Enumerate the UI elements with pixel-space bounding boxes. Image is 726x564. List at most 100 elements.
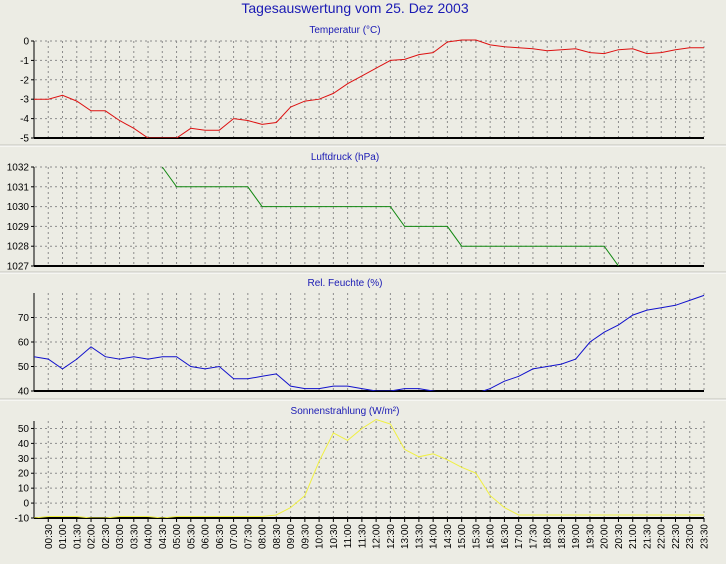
data-point [119, 516, 120, 517]
data-point [176, 186, 177, 187]
data-point [162, 356, 163, 357]
data-point [589, 514, 590, 515]
data-point [632, 315, 633, 316]
data-point [33, 356, 34, 357]
x-tick-label: 18:30 [557, 524, 568, 549]
data-point [90, 346, 91, 347]
data-point [604, 514, 605, 515]
data-point [475, 40, 476, 41]
x-tick-label: 02:00 [87, 524, 98, 549]
data-point [90, 110, 91, 111]
data-point [48, 359, 49, 360]
x-tick-label: 13:00 [400, 524, 411, 549]
chart-panels: Temperatur (°C) 0 -1 -2 -3 -4 -5 Luftdruck (hPa… [0, 25, 726, 525]
data-point [219, 186, 220, 187]
data-point [176, 516, 177, 517]
data-point [461, 390, 462, 391]
data-point [475, 246, 476, 247]
chart-title: Sonnenstrahlung (W/m²) [291, 406, 400, 417]
data-point [675, 49, 676, 50]
data-point [119, 120, 120, 121]
data-point [575, 359, 576, 360]
x-tick-label: 01:30 [72, 524, 83, 549]
data-point [604, 332, 605, 333]
x-tick-label: 03:30 [129, 524, 140, 549]
x-tick-label: 19:30 [586, 524, 597, 549]
y-tick-label: 1029 [7, 222, 30, 233]
data-point [404, 449, 405, 450]
data-point [319, 461, 320, 462]
y-tick-label: 50 [18, 424, 30, 435]
chart-panel: Sonnenstrahlung (W/m²) 50 40 30 20 10 0 -10 [15, 406, 705, 525]
data-point [689, 300, 690, 301]
data-point [304, 101, 305, 102]
data-point [147, 516, 148, 517]
data-point [504, 507, 505, 508]
x-tick-label: 02:30 [101, 524, 112, 549]
x-tick-label: 03:00 [115, 524, 126, 549]
y-tick-label: 50 [18, 362, 30, 373]
data-point [390, 423, 391, 424]
data-point [290, 507, 291, 508]
data-point [319, 99, 320, 100]
chart-title: Temperatur (°C) [309, 25, 380, 36]
x-tick-label: 01:00 [58, 524, 69, 549]
y-tick-label: -3 [20, 95, 29, 106]
data-point [133, 356, 134, 357]
data-point [361, 428, 362, 429]
data-point [219, 130, 220, 131]
x-tick-label: 09:00 [286, 524, 297, 549]
data-point [447, 459, 448, 460]
data-point [147, 137, 148, 138]
x-tick-label: 22:00 [657, 524, 668, 549]
chart-panel: Rel. Feuchte (%) 70 60 50 40 [18, 278, 705, 398]
data-point [347, 83, 348, 84]
data-point [190, 516, 191, 517]
data-point [262, 376, 263, 377]
data-point [646, 310, 647, 311]
data-point [618, 265, 619, 266]
data-point [604, 246, 605, 247]
data-point [133, 516, 134, 517]
x-tick-label: 06:30 [215, 524, 226, 549]
data-point [433, 226, 434, 227]
y-tick-label: 70 [18, 313, 30, 324]
x-tick-label: 13:30 [414, 524, 425, 549]
data-point [518, 47, 519, 48]
series-line [34, 39, 704, 138]
data-point [276, 514, 277, 515]
data-point [333, 206, 334, 207]
x-tick-label: 17:30 [528, 524, 539, 549]
data-point [418, 54, 419, 55]
data-point [390, 390, 391, 391]
data-point [490, 44, 491, 45]
y-tick-label: -10 [15, 514, 30, 525]
data-point [219, 366, 220, 367]
data-point [475, 473, 476, 474]
data-point [490, 388, 491, 389]
data-point [290, 106, 291, 107]
data-point [518, 246, 519, 247]
data-point [247, 516, 248, 517]
data-point [504, 46, 505, 47]
data-point [33, 99, 34, 100]
data-point [247, 378, 248, 379]
x-tick-label: 12:00 [372, 524, 383, 549]
data-point [703, 295, 704, 296]
data-point [347, 440, 348, 441]
data-point [561, 514, 562, 515]
data-point [675, 305, 676, 306]
data-point [661, 514, 662, 515]
data-point [447, 226, 448, 227]
data-point [675, 514, 676, 515]
page-title: Tagesauswertung vom 25. Dez 2003 [241, 0, 468, 16]
data-point [433, 52, 434, 53]
data-point [233, 378, 234, 379]
data-point [618, 514, 619, 515]
data-point [433, 390, 434, 391]
data-point [433, 453, 434, 454]
data-point [133, 128, 134, 129]
data-point [176, 137, 177, 138]
series-line [34, 418, 704, 518]
data-point [390, 206, 391, 207]
